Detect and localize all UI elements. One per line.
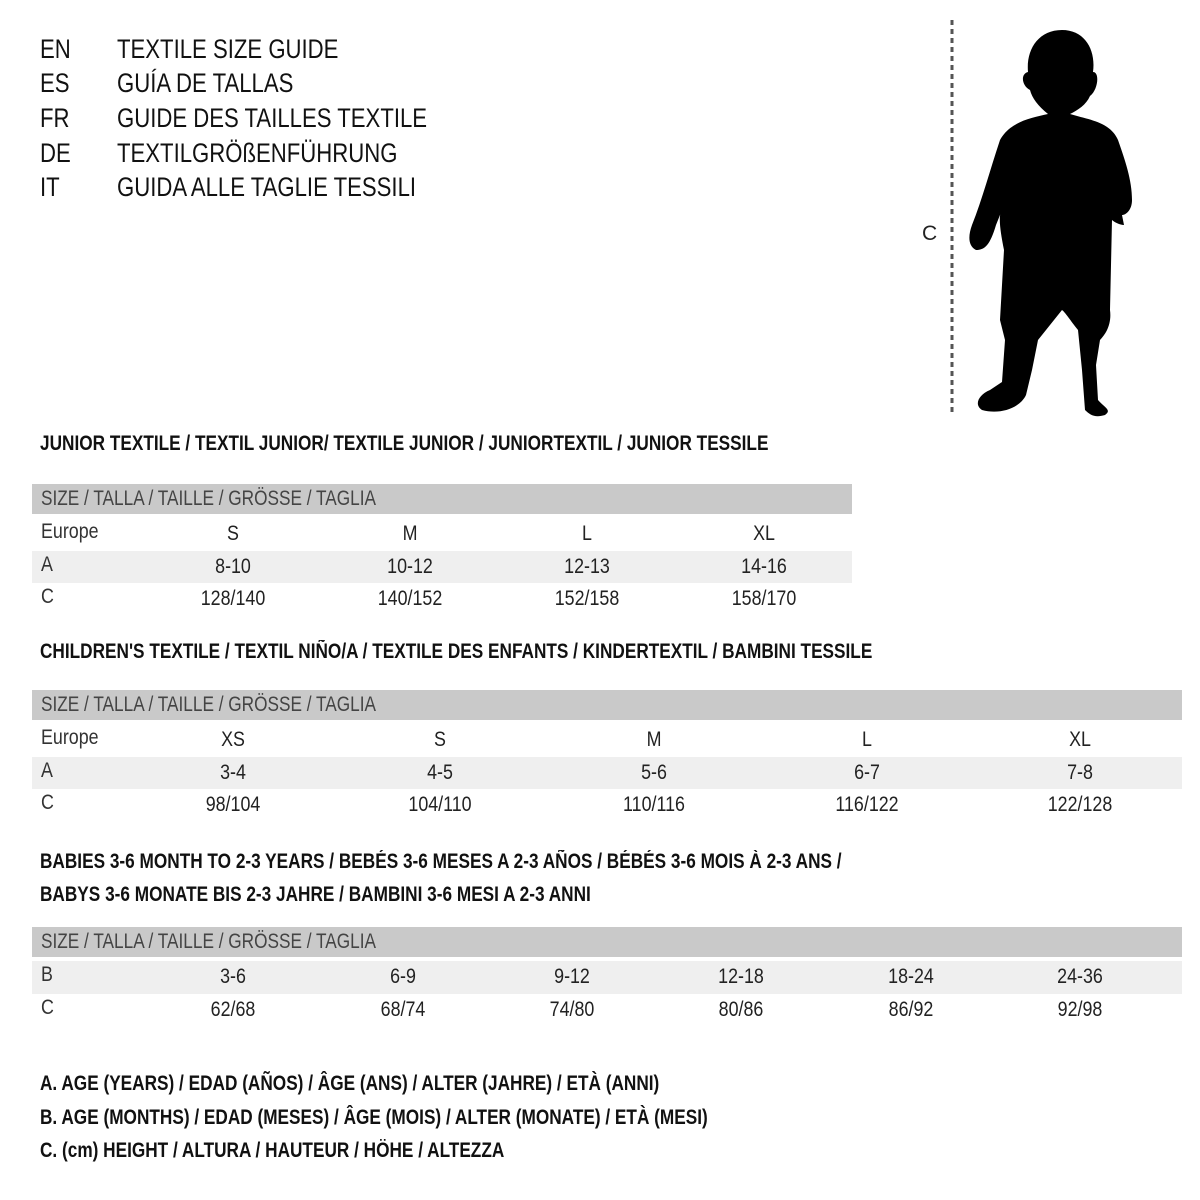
table-cell: 24-36 xyxy=(1057,965,1103,988)
table-cell: 86/92 xyxy=(888,998,934,1021)
table-cell: 12-18 xyxy=(718,965,764,988)
table-row: Europe XS S M L XL xyxy=(32,724,1182,757)
table-cell: 7-8 xyxy=(1067,761,1093,784)
legend-item-a: A. AGE (YEARS) / EDAD (AÑOS) / ÂGE (ANS)… xyxy=(40,1072,660,1095)
table-cell: L xyxy=(582,522,592,545)
table-cell: 104/110 xyxy=(408,793,472,816)
row-label: C xyxy=(41,996,54,1019)
lang-code: DE xyxy=(40,138,71,168)
row-label: C xyxy=(41,791,54,814)
table-cell: M xyxy=(646,728,662,751)
table-cell: 122/128 xyxy=(1047,793,1113,816)
table-cell: 14-16 xyxy=(741,555,787,578)
title-text: GUÍA DE TALLAS xyxy=(117,68,294,98)
table-cell: 6-7 xyxy=(854,761,880,784)
table-row: Europe S M L XL xyxy=(32,518,852,551)
lang-code: ES xyxy=(40,68,70,98)
row-label: A xyxy=(41,553,53,576)
table-cell: 3-4 xyxy=(220,761,246,784)
table-cell: 9-12 xyxy=(554,965,590,988)
table-header: SIZE / TALLA / TAILLE / GRÖSSE / TAGLIA xyxy=(32,690,1182,720)
measure-label: C xyxy=(922,222,937,245)
table-header-label: SIZE / TALLA / TAILLE / GRÖSSE / TAGLIA xyxy=(41,693,376,716)
table-cell: XL xyxy=(753,522,775,545)
legend-item-c: C. (cm) HEIGHT / ALTURA / HAUTEUR / HÖHE… xyxy=(40,1139,505,1162)
table-cell: 128/140 xyxy=(200,587,266,610)
table-row: A 8-10 10-12 12-13 14-16 xyxy=(32,551,852,583)
title-text: GUIDA ALLE TAGLIE TESSILI xyxy=(117,172,417,202)
section-title: BABIES 3-6 MONTH TO 2-3 YEARS / BEBÉS 3-… xyxy=(40,850,842,873)
table-cell: M xyxy=(402,522,418,545)
row-label: C xyxy=(41,585,54,608)
table-row: C 98/104 104/110 110/116 116/122 122/128 xyxy=(32,789,1182,821)
title-text: GUIDE DES TAILLES TEXTILE xyxy=(117,103,428,133)
row-label: Europe xyxy=(41,520,99,543)
table-cell: 10-12 xyxy=(387,555,433,578)
lang-code: IT xyxy=(40,172,60,202)
table-cell: L xyxy=(862,728,872,751)
table-cell: 6-9 xyxy=(390,965,416,988)
table-cell: 5-6 xyxy=(641,761,667,784)
table-cell: 62/68 xyxy=(210,998,256,1021)
table-row: C 62/68 68/74 74/80 80/86 86/92 92/98 xyxy=(32,994,1182,1026)
table-header: SIZE / TALLA / TAILLE / GRÖSSE / TAGLIA xyxy=(32,484,852,514)
lang-code: EN xyxy=(40,34,71,64)
row-label: B xyxy=(41,963,53,986)
table-row: B 3-6 6-9 9-12 12-18 18-24 24-36 xyxy=(32,961,1182,994)
section-title: JUNIOR TEXTILE / TEXTIL JUNIOR/ TEXTILE … xyxy=(40,432,769,455)
table-cell: XS xyxy=(221,728,245,751)
table-cell: 116/122 xyxy=(835,793,899,816)
title-text: TEXTILE SIZE GUIDE xyxy=(117,34,339,64)
row-label: Europe xyxy=(41,726,99,749)
table-cell: 3-6 xyxy=(220,965,246,988)
table-cell: 98/104 xyxy=(205,793,261,816)
table-cell: 110/116 xyxy=(623,793,685,816)
table-cell: 74/80 xyxy=(549,998,595,1021)
table-cell: S xyxy=(227,522,239,545)
title-text: TEXTILGRÖßENFÜHRUNG xyxy=(117,138,398,168)
table-cell: 12-13 xyxy=(564,555,610,578)
table-cell: 92/98 xyxy=(1057,998,1103,1021)
table-row: A 3-4 4-5 5-6 6-7 7-8 xyxy=(32,757,1182,789)
table-header-label: SIZE / TALLA / TAILLE / GRÖSSE / TAGLIA xyxy=(41,930,376,953)
section-title: BABYS 3-6 MONATE BIS 2-3 JAHRE / BAMBINI… xyxy=(40,883,591,906)
table-cell: 8-10 xyxy=(215,555,251,578)
table-cell: 4-5 xyxy=(427,761,453,784)
table-header-label: SIZE / TALLA / TAILLE / GRÖSSE / TAGLIA xyxy=(41,487,376,510)
table-cell: 152/158 xyxy=(554,587,620,610)
lang-code: FR xyxy=(40,103,70,133)
table-row: C 128/140 140/152 152/158 158/170 xyxy=(32,583,852,616)
table-cell: 158/170 xyxy=(731,587,797,610)
row-label: A xyxy=(41,759,53,782)
section-title: CHILDREN'S TEXTILE / TEXTIL NIÑO/A / TEX… xyxy=(40,640,873,663)
table-cell: XL xyxy=(1069,728,1091,751)
table-cell: 140/152 xyxy=(377,587,443,610)
table-cell: 80/86 xyxy=(718,998,764,1021)
table-cell: 68/74 xyxy=(380,998,426,1021)
table-header: SIZE / TALLA / TAILLE / GRÖSSE / TAGLIA xyxy=(32,927,1182,957)
child-silhouette-icon: C xyxy=(922,20,1132,417)
legend-item-b: B. AGE (MONTHS) / EDAD (MESES) / ÂGE (MO… xyxy=(40,1106,708,1129)
table-cell: 18-24 xyxy=(888,965,934,988)
table-cell: S xyxy=(434,728,446,751)
